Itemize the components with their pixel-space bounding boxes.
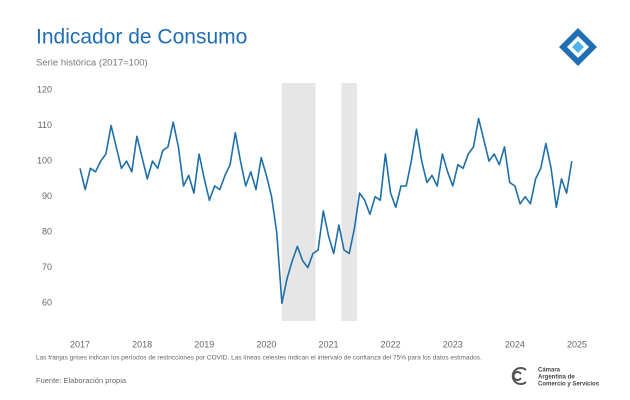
x-tick-label: 2018 (132, 339, 152, 349)
covid-band (341, 83, 357, 321)
x-tick-label: 2025 (567, 339, 587, 349)
series-line (79, 117, 573, 304)
chart-title: Indicador de Consumo (36, 26, 247, 49)
x-tick-label: 2019 (194, 339, 214, 349)
x-tick-label: 2020 (256, 339, 276, 349)
x-tick-label: 2023 (443, 339, 463, 349)
y-tick-label: 90 (42, 191, 52, 201)
x-tick-label: 2021 (318, 339, 338, 349)
chart-subtitle: Serie histórica (2017=100) (36, 58, 148, 69)
y-tick-label: 100 (37, 156, 52, 166)
y-tick-label: 110 (38, 120, 52, 130)
covid-band (281, 83, 316, 321)
y-tick-label: 80 (42, 227, 52, 237)
footnote: Las franjas grises indican los períodos … (36, 355, 482, 362)
x-tick-label: 2017 (70, 339, 90, 349)
logo (559, 28, 597, 66)
x-tick-label: 2024 (505, 339, 525, 349)
footer-logo (511, 367, 527, 385)
logo-text: Comercio y Servicios (538, 382, 600, 388)
y-tick-label: 60 (42, 298, 52, 308)
y-tick-label: 70 (42, 262, 52, 272)
logo-text: Argentina de (538, 375, 575, 381)
y-tick-label: 120 (37, 84, 52, 94)
x-tick-label: 2022 (381, 339, 401, 349)
source: Fuente: Elaboración propia (36, 376, 127, 385)
logo-text: Cámara (538, 368, 561, 374)
